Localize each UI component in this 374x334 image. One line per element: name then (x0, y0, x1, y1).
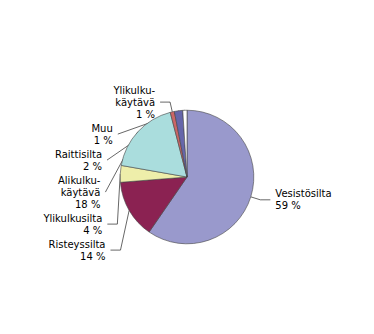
svg-text:Vesistösilta: Vesistösilta (275, 188, 331, 199)
svg-text:4 %: 4 % (83, 225, 102, 236)
svg-text:Alikulku-: Alikulku- (58, 175, 101, 186)
svg-text:Muu: Muu (91, 123, 112, 134)
svg-text:käytävä: käytävä (115, 97, 155, 108)
svg-text:Ylikulkusilta: Ylikulkusilta (42, 213, 102, 224)
svg-text:Raittisilta: Raittisilta (55, 149, 102, 160)
svg-text:14 %: 14 % (80, 251, 105, 262)
svg-text:1 %: 1 % (94, 135, 113, 146)
svg-text:käytävä: käytävä (61, 187, 101, 198)
svg-text:2 %: 2 % (83, 161, 102, 172)
svg-text:18 %: 18 % (75, 199, 100, 210)
svg-text:Ylikulku-: Ylikulku- (112, 85, 155, 96)
svg-text:1 %: 1 % (136, 109, 155, 120)
svg-text:59 %: 59 % (275, 200, 300, 211)
svg-text:Risteyssilta: Risteyssilta (49, 239, 106, 250)
